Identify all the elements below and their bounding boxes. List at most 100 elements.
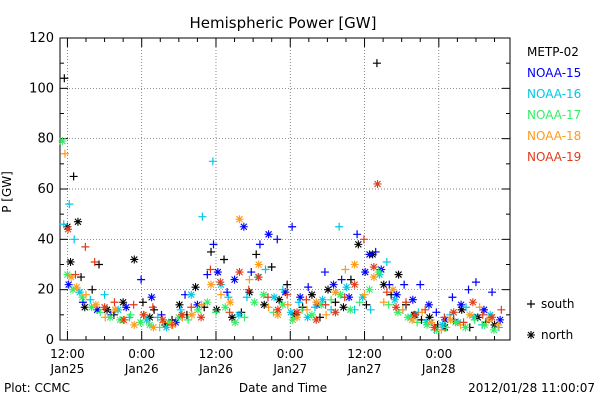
data-point-north xyxy=(235,268,244,277)
data-point-north xyxy=(457,305,466,314)
symbol-legend-label: north xyxy=(541,328,573,342)
data-point-south xyxy=(470,315,479,324)
data-point-south xyxy=(400,280,409,289)
data-point-north xyxy=(203,298,212,307)
data-point-south xyxy=(148,303,157,312)
legend-entry-noaa-15: NOAA-15 xyxy=(527,66,581,80)
data-point-north xyxy=(393,308,402,317)
data-point-south xyxy=(187,303,196,312)
data-point-north xyxy=(446,315,455,324)
plot-axes: 02040608010012012:00Jan250:00Jan2612:00J… xyxy=(29,31,511,376)
legend-entry-metp-02: METP-02 xyxy=(527,45,579,59)
data-point-north xyxy=(331,288,340,297)
data-point-north xyxy=(422,318,431,327)
data-point-north xyxy=(93,305,102,314)
data-point-north xyxy=(212,305,221,314)
data-point-north xyxy=(303,313,312,322)
data-point-south xyxy=(100,290,109,299)
y-tick-label: 120 xyxy=(29,31,54,46)
data-point-north xyxy=(480,305,489,314)
symbol-legend-marker-north xyxy=(527,331,535,339)
data-point-north xyxy=(307,290,316,299)
data-point-south xyxy=(379,298,388,307)
x-tick-time-label: 12:00 xyxy=(199,347,234,361)
data-point-north xyxy=(496,315,505,324)
plot-credit: Plot: CCMC xyxy=(4,381,70,395)
data-point-south xyxy=(255,240,264,249)
data-point-south xyxy=(464,285,473,294)
data-point-south xyxy=(288,222,297,231)
data-point-south xyxy=(478,310,487,319)
data-point-south xyxy=(59,220,68,229)
data-point-south xyxy=(206,265,215,274)
data-point-north xyxy=(66,257,75,266)
data-point-north xyxy=(317,300,326,309)
data-point-north xyxy=(221,303,230,312)
data-point-north xyxy=(273,310,282,319)
data-point-north xyxy=(106,313,115,322)
data-point-north xyxy=(288,315,297,324)
data-point-north xyxy=(312,298,321,307)
y-tick-label: 100 xyxy=(29,81,54,96)
data-point-north xyxy=(403,313,412,322)
data-point-south xyxy=(440,313,449,322)
data-point-north xyxy=(197,313,206,322)
data-point-south xyxy=(337,275,346,284)
series-metp-02 xyxy=(60,59,499,332)
data-point-south xyxy=(78,298,87,307)
x-tick-date-label: Jan27 xyxy=(272,362,307,376)
data-point-south xyxy=(273,235,282,244)
x-tick-time-label: 12:00 xyxy=(50,347,85,361)
data-point-north xyxy=(345,293,354,302)
data-point-south xyxy=(244,285,253,294)
data-point-north xyxy=(461,323,470,332)
y-axis-label: P [GW] xyxy=(0,171,14,213)
data-point-north xyxy=(342,283,351,292)
data-point-south xyxy=(340,293,349,302)
data-point-north xyxy=(392,303,401,312)
data-point-south xyxy=(137,275,146,284)
data-point-north xyxy=(438,320,447,329)
data-point-north xyxy=(449,308,458,317)
data-point-north xyxy=(273,305,282,314)
y-tick-label: 0 xyxy=(46,333,54,348)
data-point-north xyxy=(339,303,348,312)
plot-timestamp: 2012/01/28 11:00:07 xyxy=(468,381,595,395)
data-point-north xyxy=(281,288,290,297)
data-point-north xyxy=(375,270,384,279)
data-point-south xyxy=(184,315,193,324)
x-axis-label: Date and Time xyxy=(239,381,327,395)
data-point-south xyxy=(60,74,69,83)
data-point-south xyxy=(385,280,394,289)
y-tick-label: 80 xyxy=(37,132,54,147)
x-tick-date-label: Jan28 xyxy=(421,362,456,376)
data-point-north xyxy=(216,280,225,289)
data-point-north xyxy=(226,298,235,307)
data-point-south xyxy=(261,265,270,274)
data-point-north xyxy=(260,300,269,309)
symbol-legend-marker-south xyxy=(527,300,535,308)
data-point-south xyxy=(86,295,95,304)
data-point-north xyxy=(68,285,77,294)
data-point-south xyxy=(448,293,457,302)
data-point-north xyxy=(293,313,302,322)
x-tick-time-label: 0:00 xyxy=(277,347,304,361)
data-point-north xyxy=(286,308,295,317)
data-point-north xyxy=(457,300,466,309)
data-point-north xyxy=(87,303,96,312)
data-point-north xyxy=(374,268,383,277)
data-point-north xyxy=(216,278,225,287)
data-point-south xyxy=(77,273,86,282)
legend-entry-noaa-19: NOAA-19 xyxy=(527,150,581,164)
data-point-north xyxy=(213,268,222,277)
data-point-south xyxy=(362,300,371,309)
legend-entry-noaa-16: NOAA-16 xyxy=(527,87,581,101)
data-point-north xyxy=(441,315,450,324)
data-point-north xyxy=(193,300,202,309)
data-point-south xyxy=(437,325,446,334)
data-point-north xyxy=(361,268,370,277)
data-point-south xyxy=(176,305,185,314)
data-point-south xyxy=(264,303,273,312)
data-point-north xyxy=(259,290,268,299)
data-point-south xyxy=(207,247,216,256)
